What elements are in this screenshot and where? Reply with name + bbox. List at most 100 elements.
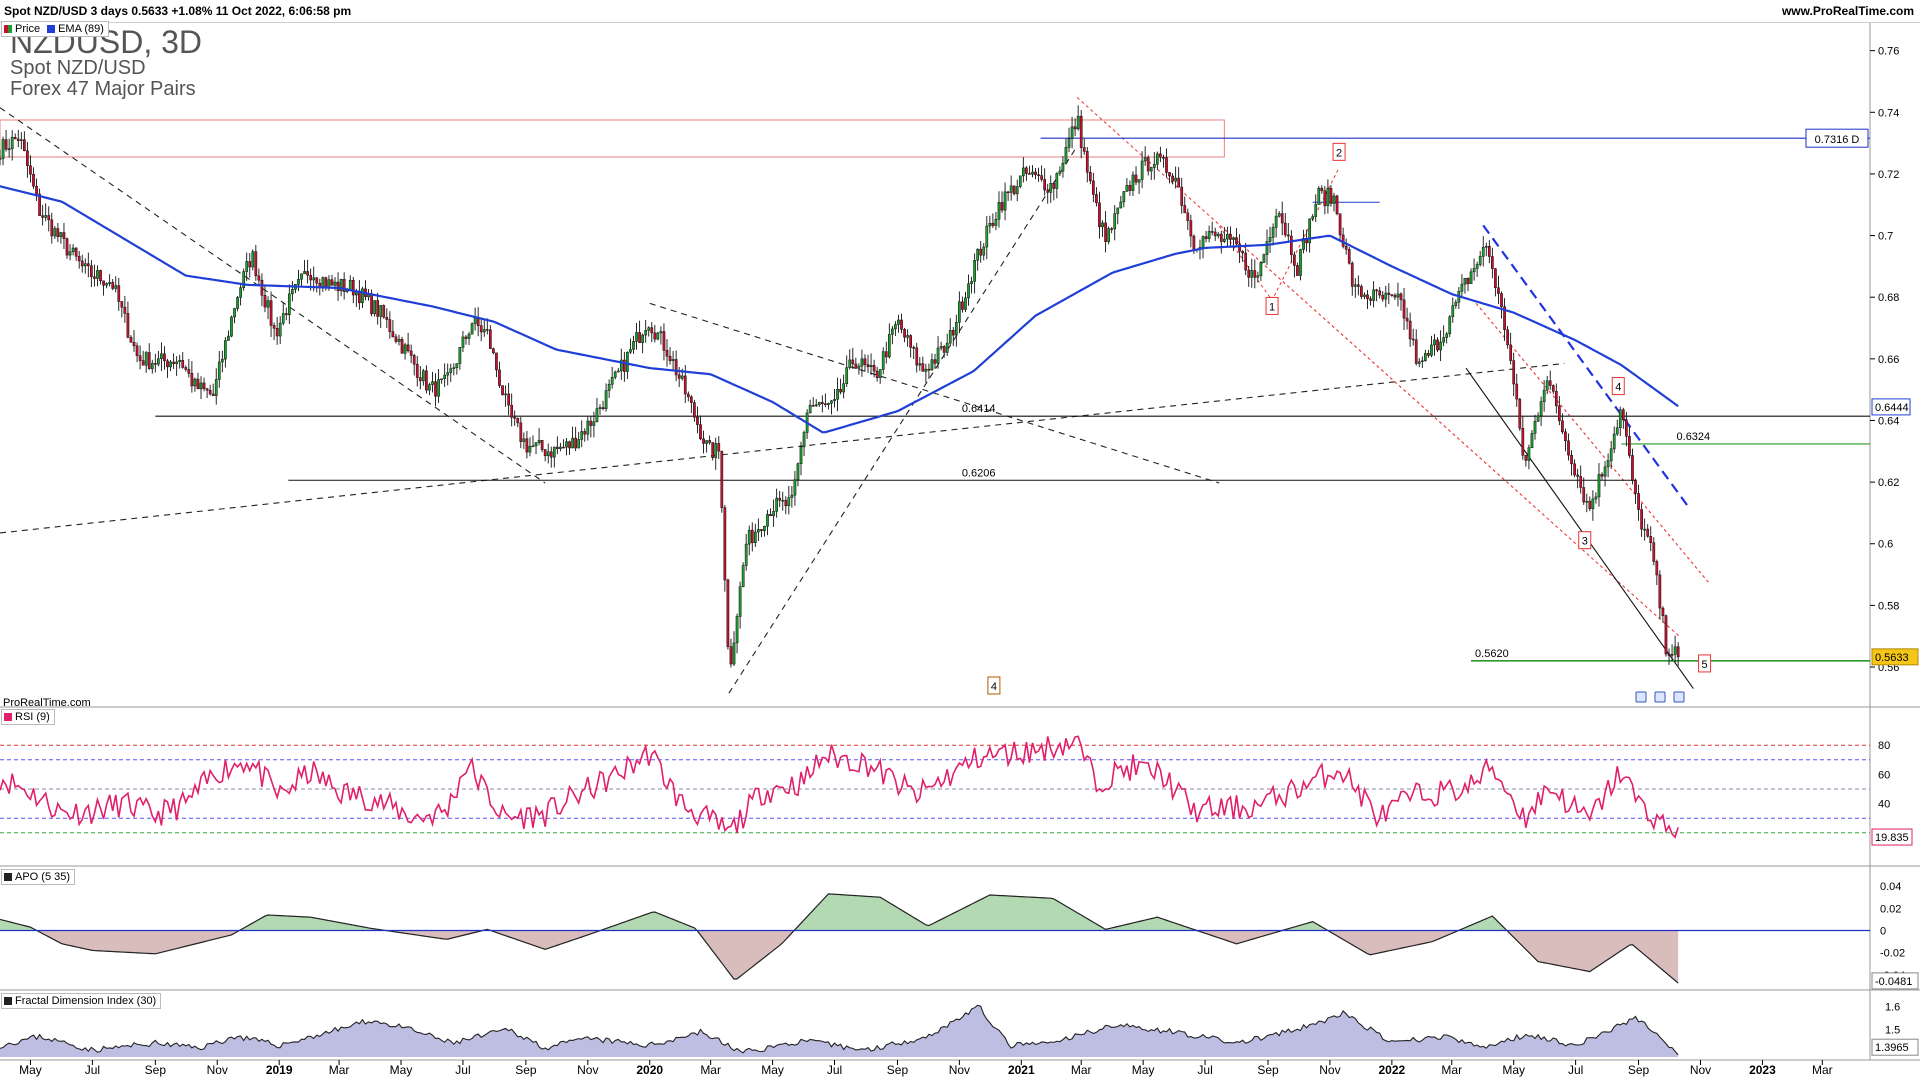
candle-down <box>1381 294 1385 300</box>
candle-up <box>1125 185 1129 192</box>
candle-down <box>726 579 730 647</box>
candle-down <box>336 281 340 292</box>
marker-4-box <box>987 676 1001 695</box>
candle-down <box>1405 317 1409 322</box>
candle-up <box>1308 218 1311 244</box>
candle-up <box>799 446 803 464</box>
candle-down <box>650 327 654 334</box>
candle-up <box>522 438 526 442</box>
candle-up <box>1223 238 1226 242</box>
candle-up <box>327 279 331 288</box>
fdi-last-tag: 1.3965 <box>1875 1042 1909 1054</box>
candle-down <box>23 139 26 151</box>
candle-down <box>1640 509 1643 530</box>
candle-up <box>897 319 900 325</box>
candle-up <box>1101 222 1104 228</box>
candle-down <box>38 193 41 216</box>
candle-up <box>105 283 108 286</box>
candle-down <box>683 375 687 395</box>
candle-up <box>1673 646 1677 655</box>
downtrend-dashed-line <box>0 107 546 484</box>
x-tick-label: Nov <box>577 1063 598 1077</box>
candle-up <box>446 372 450 376</box>
candle-up <box>1140 160 1144 180</box>
candle-up <box>440 378 443 380</box>
candle-down <box>184 367 188 370</box>
candle-down <box>1037 174 1040 176</box>
candle-up <box>659 331 663 334</box>
candle-up <box>1424 353 1427 361</box>
candle-up <box>1076 115 1080 130</box>
candle-up <box>954 322 958 336</box>
price-tick-label: 0.66 <box>1878 354 1899 366</box>
candle-up <box>1615 427 1619 435</box>
candle-up <box>580 431 584 440</box>
wave-label-1: 1 <box>1269 301 1275 313</box>
price-tag-ema: 0.6444 <box>1875 402 1909 414</box>
candle-up <box>220 358 224 363</box>
candle-up <box>278 322 282 337</box>
candle-down <box>1524 454 1528 461</box>
legend-price-ema[interactable]: Price EMA (89) <box>1 21 109 37</box>
fdi-line <box>0 1004 1679 1056</box>
candle-down <box>717 443 721 452</box>
x-tick-label: Mar <box>700 1063 721 1077</box>
x-axis: May Jul Sep Nov 2019 Mar May Jul Sep Nov 2020 Mar Ma… <box>19 1060 1833 1077</box>
candle-up <box>763 526 766 531</box>
legend-rsi[interactable]: RSI (9) <box>1 709 55 725</box>
candle-up <box>83 263 87 267</box>
candle-up <box>1451 305 1455 318</box>
candle-down <box>1518 398 1522 429</box>
legend-apo[interactable]: APO (5 35) <box>1 869 76 885</box>
candle-down <box>1350 262 1354 287</box>
candle-up <box>1463 278 1467 285</box>
candle-down <box>1652 542 1656 562</box>
price-tick-label: 0.62 <box>1878 477 1899 489</box>
apo-last-tag-box <box>1871 972 1919 990</box>
candle-down <box>1290 235 1293 256</box>
candle-down <box>979 248 983 256</box>
candle-up <box>747 529 751 545</box>
candle-down <box>1235 237 1238 245</box>
candle-up <box>1594 496 1598 500</box>
candle-down <box>1628 436 1631 456</box>
candle-up <box>1143 157 1147 162</box>
candle-down <box>601 407 605 410</box>
candle-up <box>443 374 447 379</box>
candle-down <box>406 344 410 352</box>
candle-down <box>1028 173 1031 175</box>
legend-apo-label: APO (5 35) <box>15 871 71 883</box>
legend-fdi[interactable]: Fractal Dimension Index (30) <box>1 993 162 1009</box>
candle-up <box>44 215 48 218</box>
candle-up <box>537 439 541 443</box>
candle-down <box>1162 157 1165 159</box>
candle-up <box>830 400 833 404</box>
candle-down <box>1360 286 1363 297</box>
candle-down <box>394 336 398 342</box>
price-tick-label: 0.76 <box>1878 46 1899 58</box>
candle-down <box>1025 167 1028 174</box>
candle-down <box>415 363 419 378</box>
candle-down <box>181 359 185 368</box>
candle-down <box>163 353 166 362</box>
candle-down <box>1344 245 1348 250</box>
candle-up <box>1107 228 1110 242</box>
candle-up <box>1353 284 1357 287</box>
candle-up <box>577 439 581 449</box>
black-channel-lower <box>1465 367 1694 689</box>
candle-up <box>1031 171 1034 175</box>
x-tick-label: Nov <box>1690 1063 1711 1077</box>
candle-down <box>1092 180 1095 195</box>
candle-up <box>1049 182 1053 193</box>
candle-down <box>1186 212 1190 221</box>
candle-down <box>1098 202 1101 228</box>
candle-up <box>1469 271 1473 284</box>
candle-down <box>942 346 946 353</box>
d-level-tag: 0.7316 D <box>1815 134 1860 146</box>
candle-up <box>1472 268 1476 273</box>
candle-up <box>1250 270 1254 278</box>
x-tick-label: 2020 <box>636 1063 663 1077</box>
candle-down <box>1052 182 1056 189</box>
candle-up <box>891 328 894 335</box>
x-tick-label: May <box>1502 1063 1525 1077</box>
